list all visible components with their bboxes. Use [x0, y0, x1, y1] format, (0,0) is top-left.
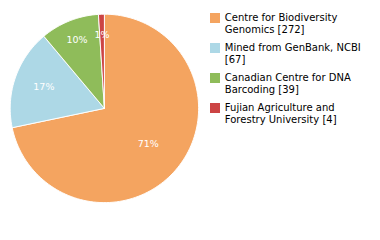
html-text:Canadian Centre for DNA Barcod: Canadian Centre for DNA Barcoding [39] [224, 72, 351, 95]
html-text:Mined from GenBank, NCBI [67]: Mined from GenBank, NCBI [67] [224, 42, 361, 65]
svg-text:71%: 71% [138, 138, 159, 149]
html-text:Fujian Agriculture and Forestr: Fujian Agriculture and Forestry Universi… [224, 102, 337, 125]
svg-text:1%: 1% [95, 29, 110, 40]
html-text:Centre for Biodiversity Genomi: Centre for Biodiversity Genomics [272] [224, 12, 338, 35]
svg-text:10%: 10% [67, 34, 88, 45]
svg-text:17%: 17% [33, 81, 54, 92]
